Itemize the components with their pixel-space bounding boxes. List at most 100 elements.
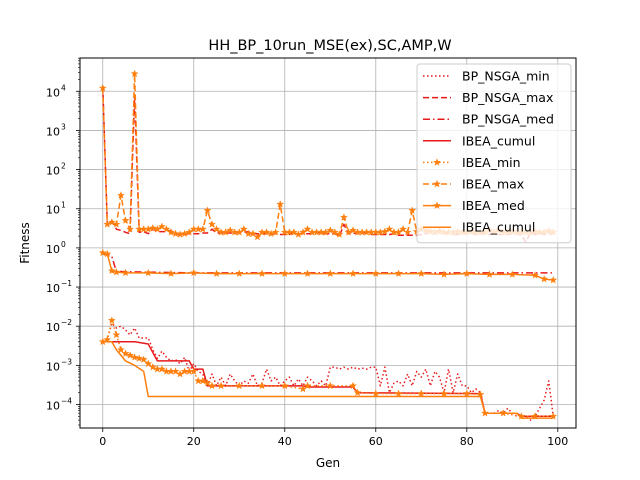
data-point-marker <box>280 269 289 278</box>
data-point-marker <box>462 269 471 278</box>
data-point-marker <box>349 226 357 234</box>
y-tick-exponent: −1 <box>61 279 72 288</box>
legend-box <box>416 63 572 244</box>
data-point-marker <box>207 381 216 390</box>
data-point-marker <box>139 355 148 364</box>
data-point-marker <box>148 362 157 371</box>
data-point-marker <box>353 388 362 397</box>
data-point-marker <box>121 268 130 277</box>
data-point-marker <box>399 225 408 233</box>
data-point-marker <box>167 269 175 278</box>
data-point-marker <box>262 228 271 236</box>
data-point-marker <box>221 228 230 236</box>
chart-title: HH_BP_10run_MSE(ex),SC,AMP,W <box>208 38 451 54</box>
data-point-marker <box>248 229 257 238</box>
data-point-marker <box>508 270 517 278</box>
y-tick-label: 10 <box>46 125 60 138</box>
data-point-marker <box>98 84 107 92</box>
data-point-marker <box>226 226 235 234</box>
legend-marker-sample <box>433 158 441 166</box>
data-point-marker <box>394 389 403 397</box>
data-point-marker <box>116 191 125 199</box>
series-bp-nsga-med <box>102 253 554 274</box>
data-point-marker <box>303 225 312 233</box>
y-tick-exponent: −2 <box>61 318 72 327</box>
y-tick-label: 10 <box>46 165 60 178</box>
series-line <box>102 341 554 419</box>
data-point-marker <box>171 229 180 238</box>
legend-label: IBEA_med <box>462 198 525 213</box>
data-point-marker <box>253 232 262 241</box>
legend-entry: BP_NSGA_med <box>423 112 554 127</box>
data-point-marker <box>107 218 116 226</box>
data-point-marker <box>212 269 221 278</box>
legend-entry: BP_NSGA_min <box>423 69 550 84</box>
y-tick-label: 10 <box>46 86 60 99</box>
data-point-marker <box>235 381 244 390</box>
data-point-marker <box>107 316 116 324</box>
legend-entry: IBEA_min <box>423 155 521 170</box>
legend-entry: IBEA_med <box>423 198 525 213</box>
data-point-marker <box>121 216 130 224</box>
data-point-marker <box>126 351 135 359</box>
data-point-marker <box>440 389 449 397</box>
data-point-marker <box>121 349 130 357</box>
data-point-marker <box>112 220 121 228</box>
y-tick-exponent: 3 <box>61 122 66 131</box>
x-tick-label: 0 <box>99 435 106 448</box>
data-point-marker <box>157 364 166 373</box>
data-point-marker <box>157 222 166 230</box>
x-tick-label: 40 <box>278 435 292 448</box>
data-point-marker <box>103 249 112 258</box>
data-point-marker <box>130 69 139 78</box>
data-point-marker <box>371 269 380 278</box>
data-point-marker <box>385 225 394 233</box>
data-point-marker <box>198 225 207 233</box>
data-point-marker <box>403 228 412 236</box>
data-point-marker <box>330 228 339 236</box>
data-point-marker <box>258 269 266 278</box>
data-point-marker <box>303 269 312 278</box>
data-point-marker <box>303 381 312 390</box>
data-point-marker <box>112 330 121 339</box>
data-point-marker <box>326 226 335 234</box>
data-point-marker <box>531 271 540 279</box>
legend-marker-sample <box>433 201 441 209</box>
grid-lines <box>80 58 576 428</box>
data-point-marker <box>440 270 449 278</box>
data-point-marker <box>485 270 494 278</box>
data-point-marker <box>380 227 389 236</box>
data-point-marker <box>144 268 153 277</box>
data-point-marker <box>189 268 198 277</box>
series-line <box>102 253 554 274</box>
legend-label: IBEA_max <box>462 177 524 192</box>
data-point-marker <box>339 213 348 221</box>
y-axis-label: Fitness <box>18 222 32 264</box>
data-point-marker <box>258 381 266 390</box>
y-tick-exponent: 4 <box>61 83 66 92</box>
data-point-marker <box>344 228 353 236</box>
data-point-marker <box>207 220 216 228</box>
data-point-marker <box>326 381 335 390</box>
x-tick-label: 100 <box>547 435 568 448</box>
legend-label: IBEA_min <box>462 155 521 170</box>
y-tick-label: 10 <box>46 321 60 334</box>
data-point-marker <box>417 269 426 278</box>
y-tick-exponent: 2 <box>61 162 66 171</box>
legend-entry: BP_NSGA_max <box>423 90 553 105</box>
data-point-marker <box>239 225 248 233</box>
data-point-marker <box>217 381 226 390</box>
x-tick-label: 80 <box>460 435 474 448</box>
data-point-marker <box>135 354 144 362</box>
plot-area-frame <box>79 57 577 429</box>
legend-label: IBEA_cumul <box>462 220 535 235</box>
data-point-marker <box>130 353 139 361</box>
data-point-marker <box>349 269 357 278</box>
data-point-marker <box>294 230 303 238</box>
data-point-marker <box>540 274 549 283</box>
data-point-marker <box>203 206 212 214</box>
data-point-marker <box>394 269 403 278</box>
data-point-marker <box>276 200 285 208</box>
data-point-marker <box>176 369 185 378</box>
